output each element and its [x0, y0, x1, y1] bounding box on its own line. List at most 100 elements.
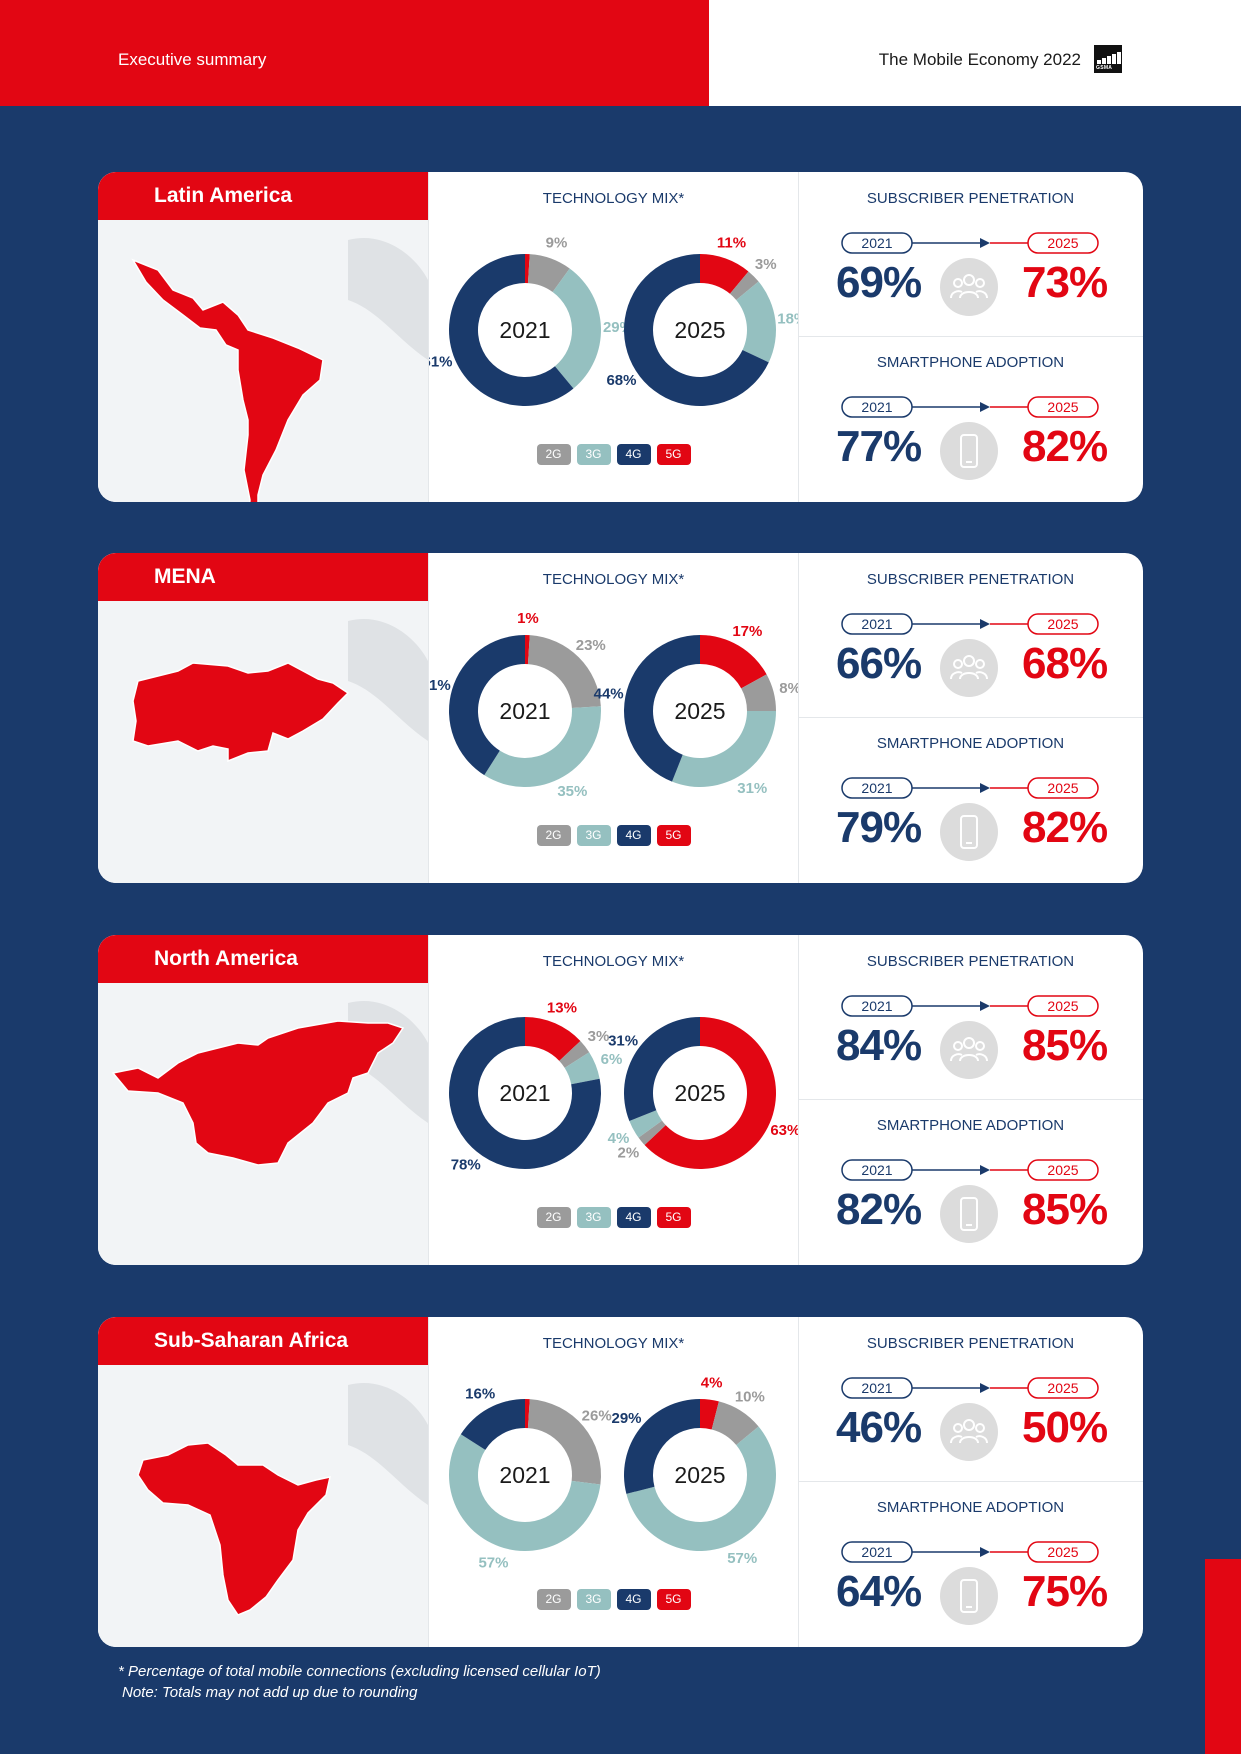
smartphone-adoption-2021-value: 82% — [836, 1185, 922, 1234]
note-rounding: Note: Totals may not add up due to round… — [122, 1684, 418, 1701]
footnote: * Percentage of total mobile connections… — [118, 1663, 601, 1680]
year-timeline: 2021 2025 — [841, 777, 1099, 799]
donut-slice-5g — [700, 1399, 719, 1430]
from-year-label: 2021 — [861, 1544, 892, 1560]
subscriber-penetration-2021-value: 46% — [836, 1403, 922, 1452]
donut-slice-4g — [449, 254, 574, 406]
legend-2g: 2G — [536, 1589, 571, 1610]
divider — [428, 935, 429, 1265]
legend-5g: 5G — [656, 444, 691, 465]
technology-mix-title: TECHNOLOGY MIX* — [542, 571, 685, 588]
slice-label: 29% — [611, 1410, 641, 1427]
smartphone-adoption-2025-value: 82% — [1022, 803, 1108, 852]
donut-slice-2g — [527, 254, 570, 292]
section-title: Executive summary — [118, 50, 267, 69]
slice-label: 4% — [701, 1375, 723, 1392]
year-timeline: 2021 2025 — [841, 232, 1099, 254]
divider — [798, 172, 799, 502]
donut-slice-4g — [624, 635, 700, 782]
region-card: MENA TECHNOLOGY MIX* 1% 23% 35% 41% 2021 17% 8% 3… — [98, 553, 1143, 883]
people-icon — [940, 1403, 998, 1461]
legend-5g: 5G — [656, 1589, 691, 1610]
slice-label: 9% — [546, 234, 568, 251]
smartphone-adoption-2021-value: 64% — [836, 1567, 922, 1616]
donut-year: 2025 — [674, 698, 725, 724]
legend-4g: 4G — [616, 1207, 651, 1228]
smartphone-adoption-2025-value: 85% — [1022, 1185, 1108, 1234]
divider — [428, 553, 429, 883]
region-map — [98, 1365, 428, 1647]
donut-slice-3g — [484, 706, 601, 787]
legend-3g: 3G — [576, 825, 611, 846]
header-red-band — [0, 0, 709, 106]
year-timeline: 2021 2025 — [841, 995, 1099, 1017]
smartphone-adoption-title: SMARTPHONE ADOPTION — [876, 1117, 1065, 1134]
slice-label: 68% — [606, 372, 636, 389]
smartphone-adoption-2025-value: 82% — [1022, 422, 1108, 471]
slice-label: 1% — [517, 610, 539, 627]
legend-4g: 4G — [616, 1589, 651, 1610]
legend-5g: 5G — [656, 1207, 691, 1228]
slice-label: 57% — [727, 1550, 757, 1567]
divider — [798, 336, 1143, 337]
legend-5g: 5G — [656, 825, 691, 846]
to-year-label: 2025 — [1047, 616, 1078, 632]
people-icon — [940, 1021, 998, 1079]
subscriber-penetration-2021-value: 69% — [836, 258, 922, 307]
legend-2g: 2G — [536, 825, 571, 846]
slice-label: 26% — [582, 1408, 612, 1425]
divider — [798, 1317, 799, 1647]
smartphone-adoption-2021-value: 77% — [836, 422, 922, 471]
donut-slice-5g — [700, 254, 749, 294]
technology-mix-title: TECHNOLOGY MIX* — [542, 1335, 685, 1352]
donut-slice-5g — [525, 1399, 530, 1429]
divider — [798, 1481, 1143, 1482]
map-panel — [98, 172, 428, 502]
smartphone-icon — [940, 803, 998, 861]
slice-label: 11% — [717, 234, 746, 251]
donut-slice-2g — [638, 1120, 666, 1146]
smartphone-adoption-2025-value: 75% — [1022, 1567, 1108, 1616]
slice-label: 17% — [732, 623, 762, 640]
from-year-label: 2021 — [861, 399, 892, 415]
smartphone-icon — [940, 1185, 998, 1243]
report-title: The Mobile Economy 2022 — [878, 50, 1081, 69]
donut-year: 2021 — [499, 698, 550, 724]
region-shape — [131, 258, 324, 502]
year-timeline: 2021 2025 — [841, 1377, 1099, 1399]
legend-4g: 4G — [616, 444, 651, 465]
slice-label: 57% — [478, 1555, 508, 1572]
donut-slice-4g — [624, 1399, 700, 1494]
smartphone-adoption-title: SMARTPHONE ADOPTION — [876, 354, 1065, 371]
divider — [798, 935, 799, 1265]
donut-slice-3g — [564, 1052, 600, 1085]
decorative-red-strip — [1205, 1559, 1241, 1754]
legend-3g: 3G — [576, 1207, 611, 1228]
divider — [428, 172, 429, 502]
donut-slice-3g — [736, 281, 776, 363]
from-year-label: 2021 — [861, 998, 892, 1014]
smartphone-icon — [940, 422, 998, 480]
slice-label: 31% — [737, 780, 767, 797]
people-icon — [940, 639, 998, 697]
region-title: North America — [98, 935, 428, 983]
slice-label: 18% — [777, 310, 798, 327]
legend-3g: 3G — [576, 1589, 611, 1610]
divider — [798, 553, 799, 883]
year-timeline: 2021 2025 — [841, 396, 1099, 418]
page-header: Executive summary The Mobile Economy 202… — [0, 0, 1241, 106]
donut-slice-4g — [449, 635, 525, 776]
donut-slice-2g — [711, 1401, 759, 1446]
year-timeline: 2021 2025 — [841, 613, 1099, 635]
slice-label: 16% — [465, 1386, 495, 1403]
donut-slice-4g — [624, 1017, 700, 1121]
technology-mix-chart: 26% 57% 16% 2021 4% 10% 57% 29% 2025 — [449, 1375, 776, 1572]
donut-slice-4g — [460, 1399, 525, 1450]
map-panel — [98, 553, 428, 883]
from-year-label: 2021 — [861, 780, 892, 796]
subscriber-penetration-2025-value: 73% — [1022, 258, 1108, 307]
to-year-label: 2025 — [1047, 998, 1078, 1014]
donut-slice-3g — [552, 268, 601, 389]
